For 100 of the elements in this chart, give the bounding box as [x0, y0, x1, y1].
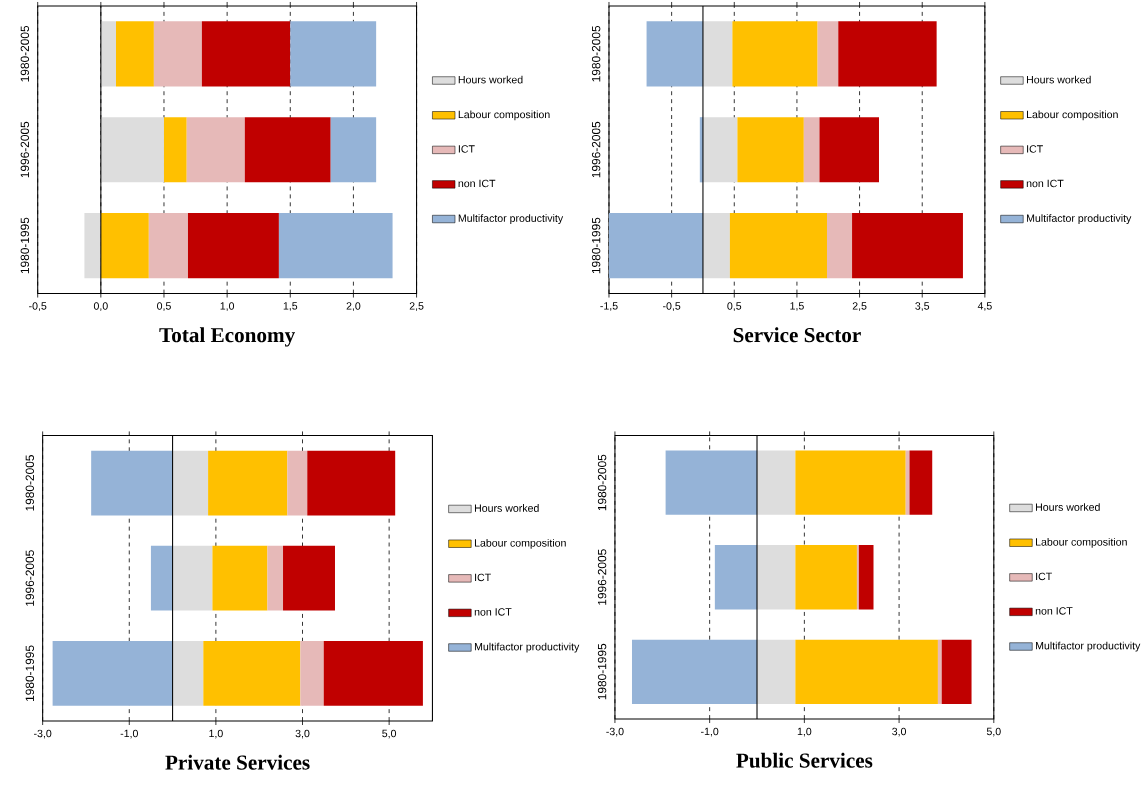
bar — [803, 116, 820, 183]
bar — [203, 640, 301, 706]
bar — [757, 639, 796, 704]
bar — [665, 450, 758, 515]
bar — [91, 450, 173, 516]
bar — [729, 212, 827, 279]
bar — [84, 212, 101, 279]
y-tick-label: 1980-1995 — [591, 217, 601, 273]
legend-label: Multifactor productivity — [1036, 641, 1141, 652]
bar — [201, 21, 291, 87]
legend-label: non ICT — [458, 179, 496, 187]
x-tick-label: 3,5 — [915, 302, 930, 311]
bar — [631, 639, 758, 704]
x-tick-label: 4,5 — [977, 301, 992, 311]
bar — [307, 450, 396, 516]
bar — [905, 450, 910, 515]
x-tick-label: -1,0 — [120, 729, 138, 739]
bar — [100, 116, 164, 183]
bar — [702, 116, 738, 183]
x-tick-label: -3,0 — [34, 729, 52, 739]
x-tick-label: 1,5 — [283, 301, 298, 311]
x-tick-label: 0,5 — [727, 302, 742, 311]
bar — [163, 116, 187, 183]
bar — [795, 544, 857, 610]
x-tick-label: -1,5 — [600, 301, 618, 311]
x-tick-label: 2,5 — [852, 302, 867, 311]
bar — [937, 639, 942, 704]
legend-label: Multifactor productivity — [458, 213, 564, 224]
legend-label: ICT — [458, 145, 475, 153]
x-tick-label: -0,5 — [29, 302, 47, 311]
text: Service Sector — [733, 327, 861, 343]
x-tick-label: 1,0 — [797, 727, 812, 737]
legend-label: Labour composition — [1036, 537, 1127, 548]
y-tick-label: 1996-2005 — [20, 121, 30, 178]
legend-label: non ICT — [1035, 606, 1073, 615]
y-tick-label: 1996-2005 — [597, 549, 607, 605]
bar — [153, 21, 202, 87]
bar — [941, 639, 972, 704]
legend-label: ICT — [475, 573, 491, 581]
bar — [702, 212, 730, 279]
bar — [795, 450, 906, 515]
bar — [283, 545, 335, 611]
y-tick-label: 1996-2005 — [591, 121, 601, 178]
legend-label: Labour composition — [458, 110, 550, 121]
x-tick-label: 5,0 — [382, 729, 397, 739]
legend-label: ICT — [1036, 572, 1052, 580]
text: Private Services — [165, 754, 310, 770]
bar — [737, 116, 804, 183]
x-tick-label: 2,5 — [409, 302, 424, 311]
y-tick-label: 1980-1995 — [597, 643, 607, 700]
bar — [116, 21, 154, 87]
bar — [714, 544, 758, 610]
bar — [267, 545, 284, 611]
x-tick-label: 2,0 — [346, 302, 361, 311]
bar — [826, 212, 853, 279]
y-tick-label: 1980-2005 — [591, 25, 601, 82]
legend-label: non ICT — [474, 607, 512, 616]
bar — [323, 640, 423, 706]
legend-label: Multifactor productivity — [474, 642, 580, 653]
y-tick-label: 1980-1995 — [20, 217, 30, 273]
x-tick-label: 0,0 — [93, 302, 108, 311]
bar — [172, 545, 213, 611]
bar — [819, 116, 879, 183]
y-tick-label: 1980-2005 — [25, 454, 35, 511]
bar — [646, 21, 703, 87]
bar — [858, 544, 874, 610]
bar — [100, 212, 149, 279]
legend-label: Hours worked — [1027, 75, 1091, 84]
bar — [186, 116, 245, 183]
x-tick-label: 5,0 — [986, 727, 1001, 737]
bar — [150, 545, 173, 611]
bar — [212, 545, 268, 611]
y-tick-label: 1980-2005 — [20, 25, 30, 82]
bar — [732, 21, 818, 87]
bar — [852, 212, 963, 279]
y-tick-label: 1980-2005 — [597, 454, 607, 511]
bar — [52, 640, 173, 706]
legend-label: Hours worked — [474, 503, 539, 512]
legend-label: Labour composition — [1027, 110, 1118, 121]
bar — [608, 212, 703, 279]
bar — [148, 212, 188, 279]
bar — [330, 116, 377, 183]
bar — [278, 212, 393, 279]
y-tick-label: 1980-1995 — [25, 645, 35, 701]
bar — [300, 640, 324, 706]
x-tick-label: 1,0 — [209, 729, 223, 739]
text: Total Economy — [159, 327, 296, 347]
x-tick-label: 1,0 — [220, 302, 235, 311]
x-tick-label: 3,0 — [892, 727, 907, 737]
legend-label: Multifactor productivity — [1027, 213, 1132, 224]
legend-label: Hours worked — [458, 75, 523, 84]
legend-label: Hours worked — [1036, 502, 1100, 511]
bar — [838, 21, 937, 87]
x-tick-label: 3,0 — [295, 729, 310, 739]
bar — [909, 450, 933, 515]
bar — [702, 21, 733, 87]
x-tick-label: -0,5 — [662, 302, 681, 311]
legend-label: ICT — [1027, 145, 1043, 153]
bar — [100, 21, 116, 87]
bar — [208, 450, 288, 516]
